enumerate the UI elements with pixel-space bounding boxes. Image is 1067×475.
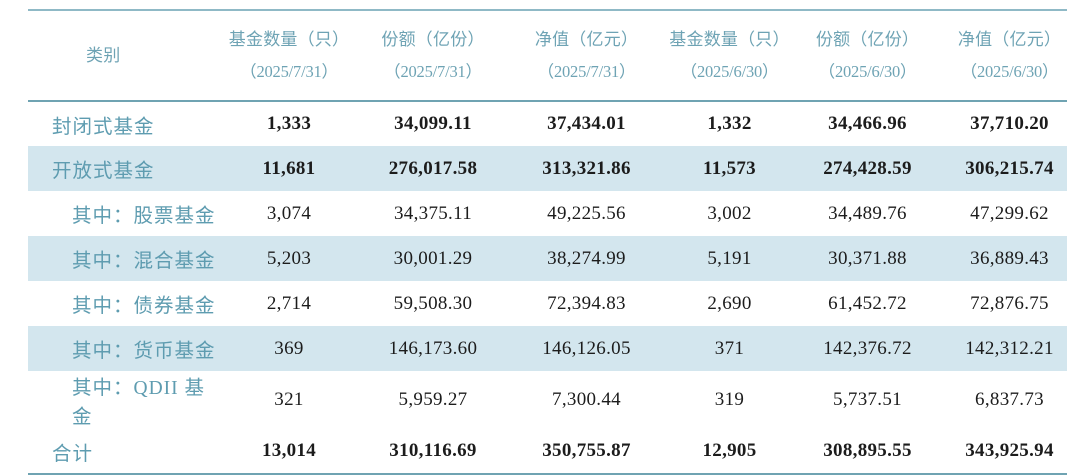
fund-statistics-table-container: 类别 基金数量（只） （2025/7/31） 份额（亿份） （2025/7/31） 净值（…	[0, 9, 1067, 475]
cell-share_jul: 34,375.11	[394, 202, 472, 224]
cell-share_jun: 274,428.59	[823, 157, 912, 179]
table-row: 封闭式基金 1,333 34,099.11 37,434.01 1,332 34,466.…	[28, 101, 1067, 146]
column-header-date: （2025/7/31）	[240, 61, 338, 81]
cell-nav_jun: 6,837.73	[975, 389, 1044, 410]
cell-nav_jul: 49,225.56	[547, 202, 626, 224]
table-header: 类别 基金数量（只） （2025/7/31） 份额（亿份） （2025/7/31） 净值（…	[28, 9, 1067, 102]
row-label: 合计	[28, 429, 221, 475]
cell-share_jul: 310,116.69	[357, 429, 509, 475]
cell-share_jun: 34,489.76	[828, 202, 907, 224]
cell-share_jul: 276,017.58	[388, 157, 478, 179]
table-row: 合计 13,014 310,116.69 350,755.87 12,905 308,89…	[28, 429, 1067, 475]
column-header-date: （2025/7/31）	[537, 61, 636, 81]
cell-count_jul: 5,203	[266, 247, 312, 269]
column-header-share_jun: 份额（亿份） （2025/6/30）	[795, 9, 940, 102]
cell-count_jul: 369	[274, 337, 304, 359]
column-header-date: （2025/6/30）	[960, 61, 1059, 81]
cell-count_jul: 2,714	[266, 292, 312, 314]
table-row: 其中：QDII 基金 321 5,959.27 7,300.44 319 5,737.51…	[28, 371, 1067, 429]
table-row: 其中：货币基金 369 146,173.60 146,126.05 371 142,376…	[28, 326, 1067, 371]
column-header-count_jun: 基金数量（只） （2025/6/30）	[664, 9, 795, 102]
table-row: 开放式基金 11,681 276,017.58 313,321.86 11,573 274…	[28, 146, 1067, 191]
fund-statistics-table: 类别 基金数量（只） （2025/7/31） 份额（亿份） （2025/7/31） 净值（…	[28, 9, 1067, 475]
cell-share_jul: 59,508.30	[393, 292, 473, 314]
column-header-nav_jul: 净值（亿元） （2025/7/31）	[509, 9, 664, 102]
column-header-category: 类别	[28, 9, 221, 102]
cell-count_jul: 3,074	[266, 202, 312, 224]
cell-count_jun: 3,002	[707, 202, 752, 224]
cell-count_jul: 321	[274, 389, 304, 410]
cell-share_jun: 34,466.96	[828, 113, 907, 134]
cell-share_jul: 34,099.11	[394, 113, 472, 134]
cell-nav_jul: 350,755.87	[509, 429, 664, 475]
cell-nav_jun: 36,889.43	[970, 247, 1049, 269]
cell-count_jun: 1,332	[707, 113, 752, 134]
cell-share_jun: 61,452.72	[828, 292, 907, 314]
cell-nav_jul: 72,394.83	[547, 292, 626, 314]
cell-count_jul: 13,014	[221, 429, 357, 475]
cell-count_jun: 12,905	[664, 429, 795, 475]
table-body: 封闭式基金 1,333 34,099.11 37,434.01 1,332 34,466.…	[28, 101, 1067, 475]
column-header-unit: 净值（亿元）	[534, 29, 639, 49]
cell-count_jul: 1,333	[266, 113, 312, 134]
column-header-unit: 净值（亿元）	[957, 29, 1062, 49]
cell-share_jun: 308,895.55	[795, 429, 940, 475]
cell-nav_jun: 343,925.94	[940, 429, 1067, 475]
cell-share_jun: 30,371.88	[828, 247, 907, 269]
cell-nav_jun: 47,299.62	[970, 202, 1049, 224]
cell-count_jun: 319	[714, 389, 745, 410]
row-label: 其中：QDII 基金	[72, 378, 206, 428]
cell-count_jul: 11,681	[262, 157, 316, 179]
column-header-unit: 份额（亿份）	[381, 29, 485, 49]
column-header-date: （2025/6/30）	[680, 61, 779, 81]
row-label: 其中：货币基金	[72, 341, 216, 362]
column-header-date: （2025/7/31）	[384, 61, 482, 81]
cell-count_jun: 11,573	[702, 157, 756, 179]
cell-count_jun: 2,690	[707, 292, 752, 314]
cell-share_jul: 146,173.60	[388, 337, 478, 359]
column-header-unit: 份额（亿份）	[815, 29, 920, 49]
cell-count_jun: 371	[714, 337, 745, 359]
cell-share_jul: 30,001.29	[393, 247, 473, 269]
row-label: 其中：股票基金	[72, 206, 216, 227]
cell-share_jun: 142,376.72	[823, 337, 912, 359]
table-header-row: 类别 基金数量（只） （2025/7/31） 份额（亿份） （2025/7/31） 净值（…	[28, 9, 1067, 102]
cell-nav_jun: 72,876.75	[970, 292, 1049, 314]
cell-nav_jul: 7,300.44	[552, 389, 621, 410]
cell-nav_jul: 313,321.86	[542, 157, 631, 179]
table-row: 其中：股票基金 3,074 34,375.11 49,225.56 3,002 34,48…	[28, 191, 1067, 236]
table-row: 其中：债券基金 2,714 59,508.30 72,394.83 2,690 61,45…	[28, 281, 1067, 326]
column-header-date: （2025/6/30）	[818, 61, 917, 81]
column-header-share_jul: 份额（亿份） （2025/7/31）	[357, 9, 509, 102]
column-header-unit: 类别	[86, 45, 121, 65]
cell-share_jun: 5,737.51	[833, 389, 902, 410]
cell-nav_jun: 142,312.21	[965, 337, 1054, 359]
cell-count_jun: 5,191	[707, 247, 752, 269]
cell-nav_jun: 306,215.74	[965, 157, 1054, 179]
column-header-nav_jun: 净值（亿元） （2025/6/30）	[940, 9, 1067, 102]
cell-nav_jul: 37,434.01	[547, 113, 626, 134]
cell-nav_jul: 146,126.05	[542, 337, 631, 359]
column-header-unit: 基金数量（只）	[669, 29, 790, 49]
row-label: 封闭式基金	[52, 116, 155, 138]
table-row: 其中：混合基金 5,203 30,001.29 38,274.99 5,191 30,37…	[28, 236, 1067, 281]
row-label: 开放式基金	[52, 161, 155, 182]
column-header-unit: 基金数量（只）	[228, 29, 350, 49]
cell-nav_jul: 38,274.99	[547, 247, 626, 269]
cell-share_jul: 5,959.27	[398, 389, 468, 410]
column-header-count_jul: 基金数量（只） （2025/7/31）	[221, 9, 357, 102]
row-label: 其中：混合基金	[72, 251, 216, 272]
row-label: 其中：债券基金	[72, 296, 216, 317]
cell-nav_jun: 37,710.20	[970, 113, 1049, 134]
